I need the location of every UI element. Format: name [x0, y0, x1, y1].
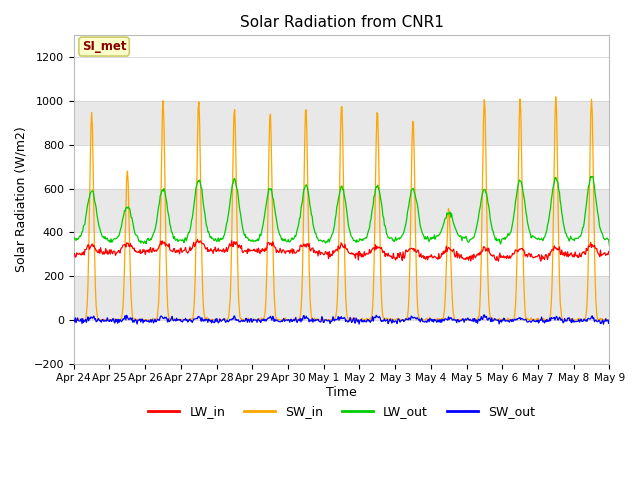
- Bar: [74, 276, 609, 320]
- LW_out: [605, 242, 613, 248]
- Line: SW_out: SW_out: [74, 315, 609, 324]
- Bar: [74, 232, 609, 276]
- X-axis label: Time: Time: [326, 386, 357, 399]
- Bar: [74, 320, 609, 364]
- Text: SI_met: SI_met: [82, 40, 126, 53]
- SW_in: [423, 316, 431, 322]
- Y-axis label: Solar Radiation (W/m2): Solar Radiation (W/m2): [15, 127, 28, 273]
- LW_in: [495, 258, 502, 264]
- SW_out: [189, 318, 197, 324]
- LW_in: [193, 237, 201, 242]
- LW_out: [135, 238, 143, 243]
- SW_in: [136, 317, 143, 323]
- LW_out: [406, 193, 414, 199]
- SW_out: [70, 318, 77, 324]
- Line: LW_in: LW_in: [74, 240, 609, 261]
- SW_out: [218, 318, 225, 324]
- LW_out: [422, 236, 430, 242]
- LW_in: [408, 246, 415, 252]
- LW_out: [218, 237, 225, 242]
- Bar: [74, 57, 609, 101]
- LW_in: [218, 249, 226, 254]
- LW_in: [79, 249, 87, 254]
- SW_out: [406, 317, 414, 323]
- SW_out: [135, 317, 143, 323]
- SW_in: [70, 317, 77, 323]
- SW_in: [190, 308, 198, 314]
- SW_in: [605, 317, 613, 323]
- Bar: [74, 189, 609, 232]
- LW_in: [423, 253, 431, 259]
- LW_in: [135, 249, 143, 254]
- Title: Solar Radiation from CNR1: Solar Radiation from CNR1: [239, 15, 444, 30]
- SW_out: [605, 317, 613, 323]
- LW_in: [70, 252, 77, 257]
- SW_in: [552, 94, 559, 100]
- Bar: [74, 101, 609, 145]
- LW_in: [605, 251, 613, 256]
- SW_in: [70, 317, 78, 323]
- Line: LW_out: LW_out: [74, 177, 609, 245]
- Legend: LW_in, SW_in, LW_out, SW_out: LW_in, SW_in, LW_out, SW_out: [143, 400, 540, 423]
- LW_out: [79, 223, 87, 229]
- LW_out: [588, 174, 596, 180]
- Bar: [74, 145, 609, 189]
- LW_out: [189, 210, 197, 216]
- LW_in: [189, 242, 197, 248]
- SW_out: [600, 321, 607, 327]
- SW_in: [218, 317, 226, 323]
- SW_out: [481, 312, 488, 318]
- Line: SW_in: SW_in: [74, 97, 609, 320]
- SW_in: [81, 317, 88, 323]
- SW_in: [408, 182, 415, 188]
- SW_out: [422, 318, 430, 324]
- SW_out: [79, 320, 87, 325]
- LW_out: [70, 236, 77, 241]
